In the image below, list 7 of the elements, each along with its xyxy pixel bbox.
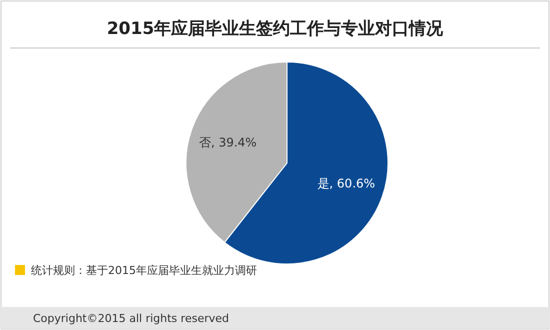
data-label: , 60.6% [329, 176, 376, 190]
text: 统计规则：基于2015年应届毕业生就业力调研 [31, 264, 257, 277]
slice-label: 否 [198, 136, 211, 150]
text: Copyright©2015 all rights reserved [33, 312, 229, 325]
chart-title: 2015年应届毕业生签约工作与专业对口情况 [106, 19, 444, 39]
data-label: , 39.4% [210, 136, 257, 150]
slice-label: 是 [317, 176, 330, 190]
